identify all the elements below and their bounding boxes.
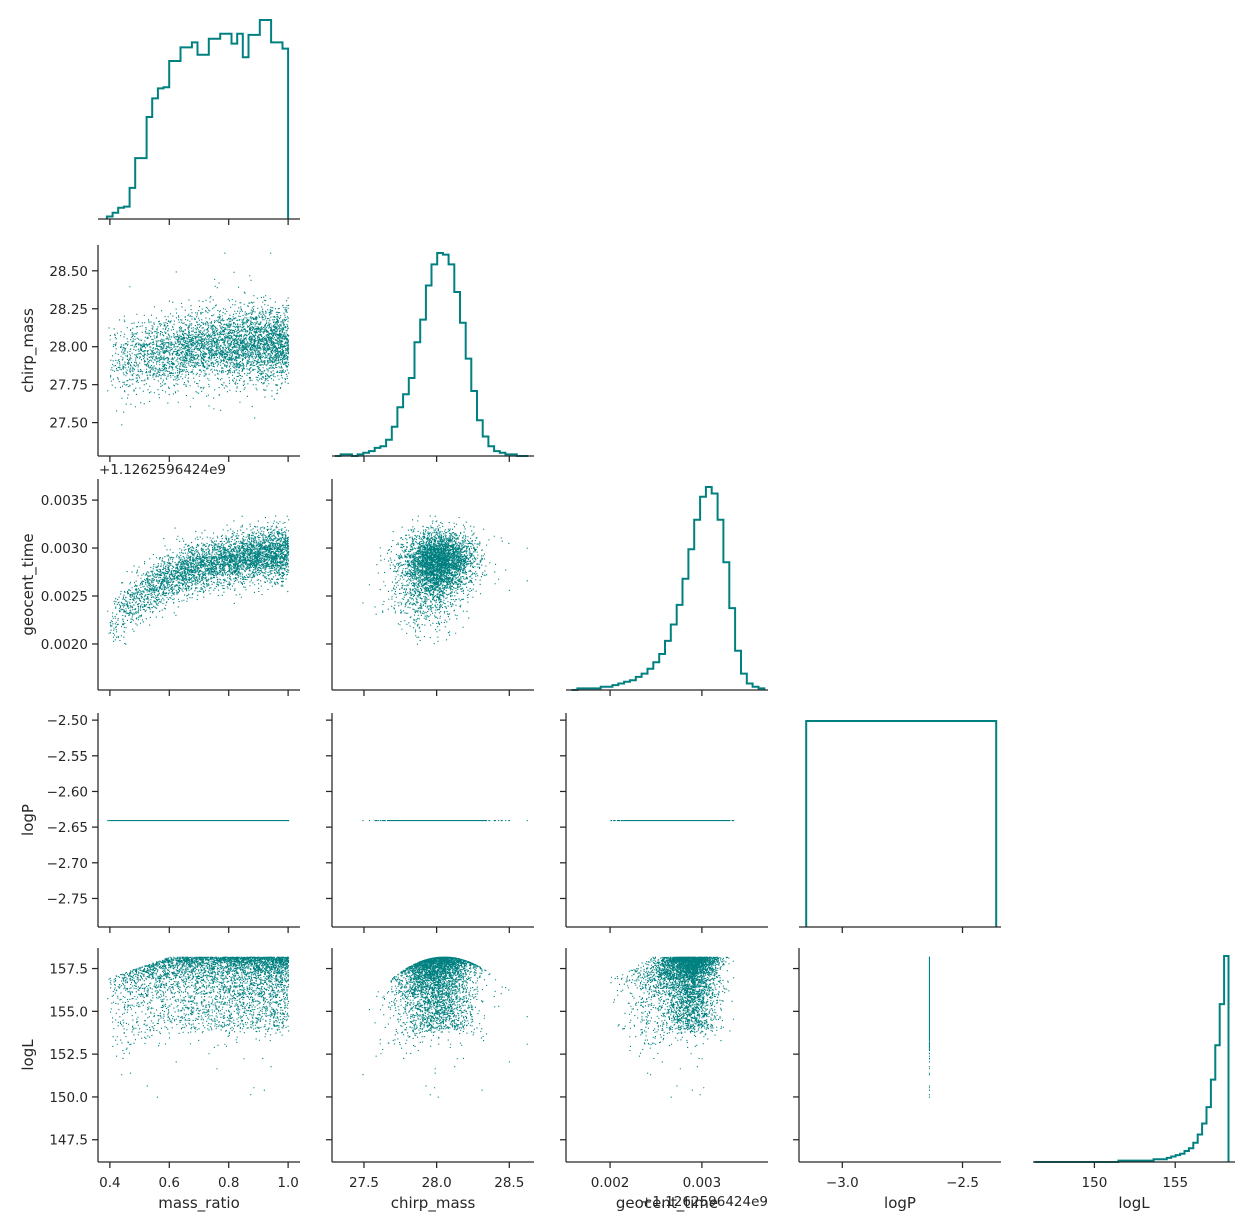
scatter-points-logL-vs-chirp_mass: [362, 956, 528, 1098]
y-tick-label-logP: −2.65: [47, 820, 88, 836]
panel-logL-vs-chirp_mass: [326, 948, 534, 1168]
histogram-logL: [1034, 955, 1230, 1163]
panel-mass_ratio-vs-mass_ratio: [98, 19, 300, 225]
y-tick-label-logL: 152.5: [49, 1047, 88, 1063]
y-tick-label-geocent_time: 0.0035: [41, 493, 88, 509]
scatter-points-logL-vs-geocent_time: [610, 956, 735, 1098]
x-tick-label-chirp_mass: 27.5: [349, 1175, 379, 1191]
y-tick-label-logP: −2.50: [47, 713, 88, 729]
x-tick-label-mass_ratio: 0.4: [99, 1175, 120, 1191]
scatter-points-geocent_time-vs-chirp_mass: [362, 515, 528, 645]
scatter-points-logP-vs-geocent_time: [610, 820, 735, 822]
panel-logP-vs-logP: [799, 720, 1001, 933]
x-tick-label-logP: −3.0: [826, 1175, 859, 1191]
x-axis-label-logL: logL: [1118, 1194, 1150, 1212]
y-tick-label-chirp_mass: 28.50: [49, 264, 88, 280]
scatter-points-logL-vs-logP: [928, 956, 930, 1098]
y-tick-label-geocent_time: 0.0025: [41, 589, 88, 605]
panel-chirp_mass-vs-mass_ratio: [92, 245, 300, 462]
y-tick-label-logL: 155.0: [49, 1004, 88, 1020]
x-tick-label-geocent_time: 0.002: [591, 1175, 630, 1191]
panel-chirp_mass-vs-chirp_mass: [332, 252, 534, 462]
y-axis-label-logL: logL: [19, 1039, 37, 1071]
panel-geocent_time-vs-geocent_time: [566, 486, 768, 696]
x-offset-label-geocent_time: +1.1262596424e9: [641, 1194, 768, 1210]
scatter-points-logL-vs-mass_ratio: [107, 956, 290, 1098]
panel-logL-vs-geocent_time: [560, 948, 768, 1168]
histogram-mass_ratio: [105, 19, 290, 219]
x-tick-label-geocent_time: 0.003: [683, 1175, 722, 1191]
y-tick-label-logL: 147.5: [49, 1133, 88, 1149]
x-tick-label-mass_ratio: 0.8: [218, 1175, 239, 1191]
y-tick-label-logP: −2.70: [47, 856, 88, 872]
y-axis-label-logP: logP: [19, 804, 37, 836]
y-tick-label-logP: −2.60: [47, 784, 88, 800]
y-axis-label-geocent_time: geocent_time: [19, 533, 38, 635]
panel-logP-vs-geocent_time: [560, 713, 768, 933]
x-tick-label-logL: 150: [1082, 1175, 1108, 1191]
y-tick-label-logL: 150.0: [49, 1090, 88, 1106]
panel-geocent_time-vs-chirp_mass: [326, 479, 534, 696]
histogram-chirp_mass: [334, 252, 529, 457]
x-axis-label-geocent_time: geocent_time: [616, 1194, 718, 1213]
y-tick-label-geocent_time: 0.0030: [41, 541, 88, 557]
y-axis-label-chirp_mass: chirp_mass: [19, 308, 38, 393]
histogram-geocent_time: [571, 486, 766, 691]
scatter-points-logP-vs-mass_ratio: [107, 820, 290, 822]
x-tick-label-chirp_mass: 28.5: [494, 1175, 524, 1191]
scatter-points-geocent_time-vs-mass_ratio: [107, 515, 290, 645]
x-tick-label-chirp_mass: 28.0: [422, 1175, 452, 1191]
panel-logL-vs-logL: [1033, 955, 1235, 1168]
y-tick-label-chirp_mass: 27.50: [49, 416, 88, 432]
panel-logP-vs-mass_ratio: [92, 713, 300, 933]
histogram-logP: [805, 720, 998, 927]
panel-geocent_time-vs-mass_ratio: [92, 479, 300, 696]
panel-logL-vs-mass_ratio: [92, 948, 300, 1168]
x-axis-label-mass_ratio: mass_ratio: [158, 1194, 240, 1213]
scatter-points-logP-vs-chirp_mass: [362, 820, 528, 822]
y-tick-label-logP: −2.75: [47, 891, 88, 907]
y-tick-label-chirp_mass: 27.75: [49, 378, 88, 394]
x-axis-label-logP: logP: [884, 1194, 916, 1212]
x-tick-label-mass_ratio: 1.0: [277, 1175, 298, 1191]
x-tick-label-mass_ratio: 0.6: [159, 1175, 180, 1191]
y-tick-label-chirp_mass: 28.25: [49, 302, 88, 318]
y-tick-label-geocent_time: 0.0020: [41, 637, 88, 653]
y-tick-label-logL: 157.5: [49, 962, 88, 978]
y-tick-label-logP: −2.55: [47, 749, 88, 765]
y-offset-label-geocent_time: +1.1262596424e9: [99, 462, 226, 478]
y-tick-label-chirp_mass: 28.00: [49, 340, 88, 356]
panel-logL-vs-logP: [793, 948, 1001, 1168]
x-tick-label-logL: 155: [1162, 1175, 1188, 1191]
scatter-points-chirp_mass-vs-mass_ratio: [107, 252, 290, 426]
x-tick-label-logP: −2.5: [946, 1175, 979, 1191]
panel-logP-vs-chirp_mass: [326, 713, 534, 933]
x-axis-label-chirp_mass: chirp_mass: [391, 1194, 476, 1213]
